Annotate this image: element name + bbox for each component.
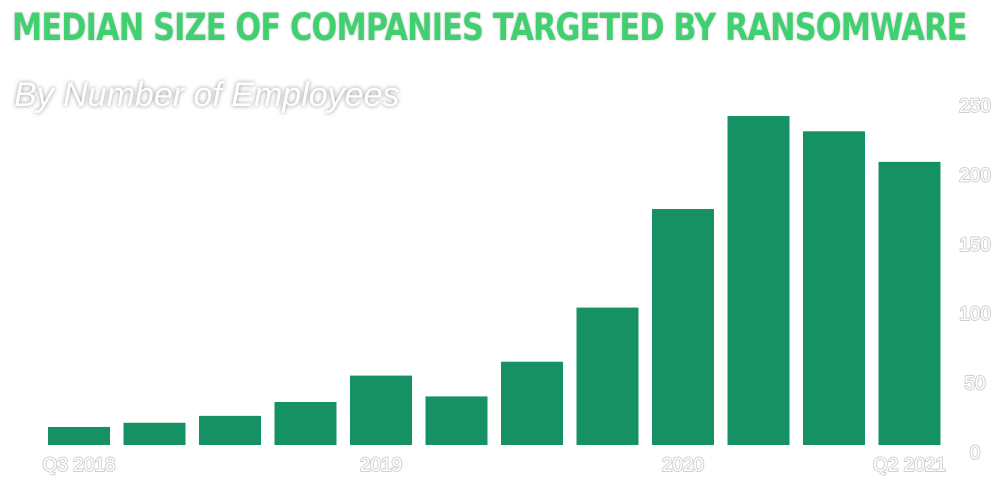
bar-q2-2019 <box>274 401 337 445</box>
bar-q1-2020 <box>501 361 563 445</box>
bar-q3-2020 <box>652 209 714 445</box>
bar-q4-2020 <box>727 116 790 445</box>
chart-title: MEDIAN SIZE OF COMPANIES TARGETED BY RAN… <box>12 6 967 49</box>
bar-q1-2019 <box>199 415 261 445</box>
x-tick-label: Q3 2018 <box>43 455 116 476</box>
bar-q1-2021 <box>803 131 865 445</box>
bar-q2-2021 <box>878 161 941 445</box>
y-tick-label: 250 <box>959 96 991 117</box>
bar-q2-2020 <box>576 307 639 445</box>
y-tick-label: 50 <box>964 374 985 395</box>
y-tick-label: 200 <box>959 165 991 186</box>
y-tick-label: 0 <box>970 443 981 464</box>
y-tick-label: 100 <box>959 304 991 325</box>
x-tick-label: Q2 2021 <box>873 455 946 476</box>
x-tick-label: 2019 <box>360 455 402 476</box>
bar-q4-2018 <box>123 422 186 445</box>
chart-subtitle: By Number of Employees <box>14 76 400 114</box>
bar-q3-2018 <box>48 426 110 445</box>
bar-q3-2019 <box>350 375 412 445</box>
x-tick-label: 2020 <box>662 455 704 476</box>
bar-q4-2019 <box>425 396 488 445</box>
y-tick-label: 150 <box>959 235 991 256</box>
